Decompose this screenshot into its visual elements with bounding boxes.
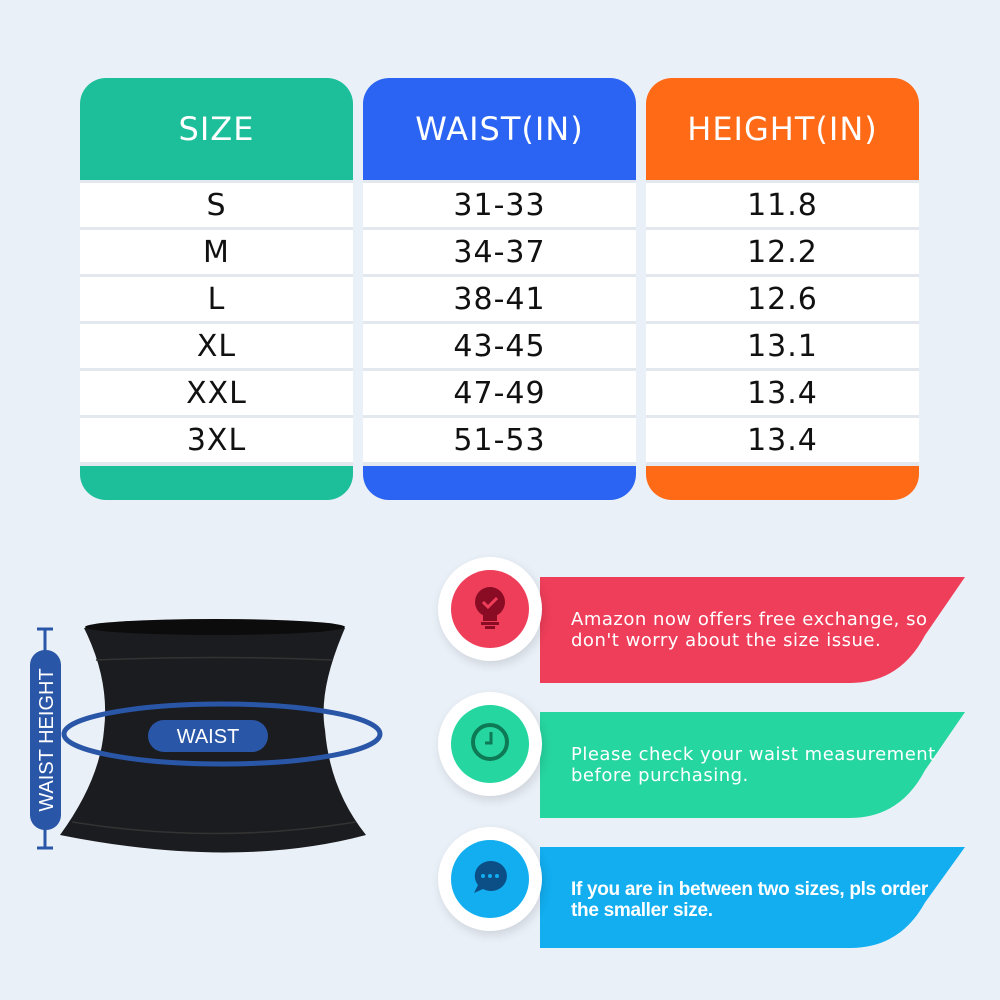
column-footer	[80, 466, 353, 500]
tip-text-line: If you are in between two sizes, pls ord…	[571, 879, 928, 900]
table-cell: XL	[80, 324, 353, 368]
tip-text-line: before purchasing.	[571, 765, 749, 786]
table-cell: M	[80, 230, 353, 274]
table-cell: 43-45	[363, 324, 636, 368]
column-footer	[646, 466, 919, 500]
chat-bubble-icon	[470, 857, 510, 901]
table-cell: 13.1	[646, 324, 919, 368]
tip-banner	[540, 712, 965, 818]
size-chart-column: SIZE S M L XL XXL 3XL	[80, 78, 353, 500]
table-cell: 38-41	[363, 277, 636, 321]
tip-banner	[540, 847, 965, 948]
table-cell: 13.4	[646, 418, 919, 462]
tip-text: Amazon now offers free exchange, so don't…	[571, 609, 927, 651]
tip-icon-bubble	[438, 557, 542, 661]
table-cell: 13.4	[646, 371, 919, 415]
column-header: HEIGHT(IN)	[646, 78, 919, 180]
table-cell: 12.6	[646, 277, 919, 321]
waist-height-pill	[30, 650, 61, 830]
tip-text-line: the smaller size.	[571, 900, 713, 921]
column-header: WAIST(IN)	[363, 78, 636, 180]
table-cell: 34-37	[363, 230, 636, 274]
size-chart-column: HEIGHT(IN) 11.8 12.2 12.6 13.1 13.4 13.4	[646, 78, 919, 500]
table-cell: 31-33	[363, 183, 636, 227]
lightbulb-check-icon	[470, 585, 510, 633]
tip-text-line: Amazon now offers free exchange, so	[571, 609, 928, 630]
table-cell: 51-53	[363, 418, 636, 462]
table-cell: XXL	[80, 371, 353, 415]
waist-circumference-ring	[61, 701, 383, 767]
clock-icon	[468, 720, 512, 768]
tip-icon-bubble	[438, 692, 542, 796]
waist-label: WAIST	[177, 726, 240, 748]
size-chart-column: WAIST(IN) 31-33 34-37 38-41 43-45 47-49 51-53	[363, 78, 636, 500]
waist-label-pill	[148, 720, 268, 752]
table-cell: 3XL	[80, 418, 353, 462]
table-cell: 12.2	[646, 230, 919, 274]
table-cell: S	[80, 183, 353, 227]
table-cell: L	[80, 277, 353, 321]
column-header: SIZE	[80, 78, 353, 180]
waist-trainer-diagram: WAIST WAIST HEIGHT	[30, 619, 383, 853]
column-footer	[363, 466, 636, 500]
tip-text: Please check your waist measurement befor…	[571, 744, 936, 786]
tip-text-line: Please check your waist measurement	[571, 744, 936, 765]
tip-banner	[540, 577, 965, 683]
table-cell: 11.8	[646, 183, 919, 227]
tip-icon-bubble	[438, 827, 542, 931]
waist-height-label: WAIST HEIGHT	[36, 668, 58, 811]
table-cell: 47-49	[363, 371, 636, 415]
tip-text-line: don't worry about the size issue.	[571, 630, 882, 651]
belt-top-opening	[85, 619, 345, 635]
tip-text: If you are in between two sizes, pls ord…	[571, 879, 928, 921]
